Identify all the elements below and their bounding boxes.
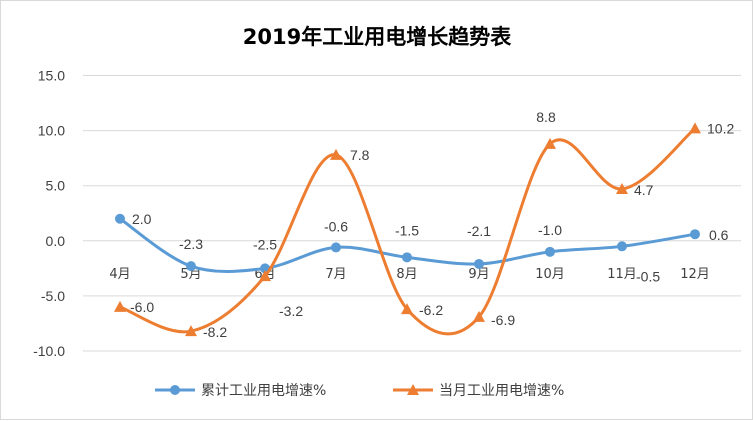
series-layer: [114, 122, 701, 337]
data-label: -3.2: [279, 303, 303, 319]
data-label: -2.5: [253, 236, 277, 252]
data-label: -1.0: [538, 222, 562, 238]
data-point: [690, 229, 700, 240]
x-tick-label: 11月: [607, 267, 637, 282]
legend-label: 当月工业用电增速%: [439, 383, 564, 399]
y-tick-label: 5.0: [46, 178, 66, 194]
x-tick-label: 12月: [680, 267, 710, 282]
x-tick-label: 4月: [109, 267, 130, 282]
data-label: -0.5: [636, 268, 660, 284]
data-point: [689, 122, 701, 134]
data-point: [331, 242, 341, 253]
data-label: -6.9: [491, 312, 515, 328]
data-point: [185, 325, 197, 337]
data-label: 0.6: [709, 227, 729, 243]
data-point: [545, 246, 555, 257]
data-point: [617, 241, 627, 252]
data-label: -2.3: [179, 236, 203, 252]
data-point: [186, 261, 196, 272]
y-tick-label: 15.0: [38, 68, 65, 84]
data-point: [114, 300, 126, 312]
legend: 累计工业用电增速% 当月工业用电增速%: [155, 383, 564, 399]
data-point: [115, 213, 125, 224]
y-tick-label: 0.0: [46, 233, 66, 249]
data-label: -8.2: [203, 324, 227, 340]
data-label: -6.0: [130, 299, 154, 315]
data-point: [473, 310, 485, 322]
data-point: [544, 137, 556, 149]
legend-marker: [407, 384, 419, 395]
data-label: 10.2: [707, 120, 734, 136]
data-labels: 2.0 -2.3 -2.5 -0.6 -1.5 -2.1 -1.0 -0.5 0.6 -6.0 -8…: [130, 109, 734, 340]
x-tick-label: 9月: [468, 267, 489, 282]
chart-title: 2019年工业用电增长趋势表: [243, 25, 512, 49]
data-label: -6.2: [419, 302, 443, 318]
data-label: 7.8: [350, 147, 370, 163]
data-point: [474, 258, 484, 269]
data-label: -2.1: [467, 223, 491, 239]
legend-marker: [170, 385, 180, 395]
gridlines: [83, 75, 741, 352]
data-point: [616, 183, 628, 195]
data-point: [330, 148, 342, 160]
legend-label: 累计工业用电增速%: [201, 383, 326, 399]
data-label: 4.7: [634, 182, 654, 198]
y-tick-label: 10.0: [38, 123, 65, 139]
x-tick-label: 8月: [396, 267, 417, 282]
y-tick-label: -5.0: [41, 288, 65, 304]
x-tick-label: 5月: [180, 267, 201, 282]
y-tick-label: -10.0: [33, 343, 65, 359]
y-axis-ticks: 15.0 10.0 5.0 0.0 -5.0 -10.0: [33, 68, 65, 360]
data-label: -0.6: [324, 218, 348, 234]
x-tick-label: 10月: [535, 267, 565, 282]
x-tick-label: 7月: [325, 267, 346, 282]
data-point: [402, 252, 412, 263]
data-label: 8.8: [536, 109, 556, 125]
data-point: [401, 303, 413, 315]
data-label: -1.5: [395, 222, 419, 238]
data-point: [259, 270, 271, 282]
data-label: 2.0: [132, 211, 152, 227]
